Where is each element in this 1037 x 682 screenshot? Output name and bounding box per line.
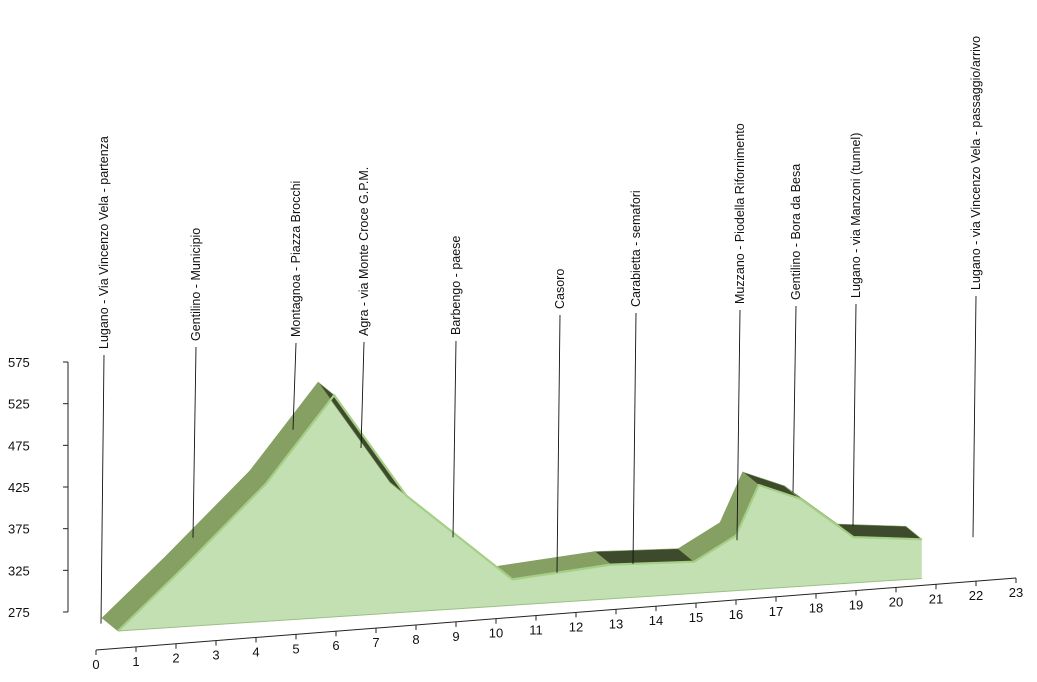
- x-tick-label: 9: [452, 629, 459, 644]
- waypoint-leader-line: [360, 341, 365, 449]
- waypoint-label: Montagnoa - Piazza Brocchi: [289, 181, 303, 337]
- x-tick-label: 7: [372, 635, 379, 650]
- y-tick-label: 325: [8, 563, 30, 578]
- x-tick-label: 12: [569, 619, 583, 634]
- waypoint-label: Lugano - via Vincenzo Vela - passaggio/a…: [969, 36, 983, 290]
- waypoint-label: Lugano - via Manzoni (tunnel): [849, 133, 863, 298]
- x-tick-label: 0: [92, 657, 99, 672]
- x-tick-label: 4: [252, 644, 259, 659]
- waypoint-leader-line: [100, 354, 105, 624]
- x-tick-label: 8: [412, 632, 419, 647]
- x-tick-label: 1: [132, 654, 139, 669]
- y-tick-label: 575: [8, 355, 30, 370]
- y-tick-label: 525: [8, 397, 30, 412]
- x-tick-label: 23: [1009, 585, 1023, 600]
- y-tick-label: 475: [8, 438, 30, 453]
- waypoint-label: Agra - via Monte Croce G.P.M.: [357, 167, 371, 336]
- x-tick-label: 16: [729, 607, 743, 622]
- y-tick-label: 425: [8, 480, 30, 495]
- x-tick-label: 11: [529, 623, 543, 638]
- waypoint-leader-line: [792, 305, 797, 493]
- waypoint-label: Barbengo - paese: [449, 236, 463, 335]
- x-tick-label: 17: [769, 604, 783, 619]
- x-tick-label: 18: [809, 601, 823, 616]
- waypoint-label: Casoro: [553, 269, 567, 309]
- x-axis-line: [95, 577, 1017, 651]
- x-tick-label: 3: [212, 648, 219, 663]
- waypoint-label: Carabietta - semafori: [629, 190, 643, 307]
- y-tick-label: 275: [8, 605, 30, 620]
- waypoint-label: Muzzano - Piodella Rifornimento: [733, 123, 747, 304]
- x-tick-label: 14: [649, 613, 663, 628]
- x-tick-label: 15: [689, 610, 703, 625]
- x-tick-label: 10: [489, 626, 503, 641]
- x-tick-label: 13: [609, 616, 623, 631]
- x-tick-label: 20: [889, 594, 903, 609]
- x-tick-label: 6: [332, 638, 339, 653]
- waypoint-label: Gentilino - Bora da Besa: [789, 164, 803, 300]
- waypoint-leader-line: [192, 346, 197, 538]
- y-tick-label: 375: [8, 522, 30, 537]
- waypoint-leader-line: [292, 342, 297, 430]
- x-tick-label: 19: [849, 598, 863, 613]
- waypoint-leader-line: [632, 312, 637, 564]
- x-tick-label: 5: [292, 641, 299, 656]
- x-tick-label: 2: [172, 651, 179, 666]
- waypoint-leader-line: [972, 295, 977, 538]
- waypoint-leader-line: [736, 309, 741, 541]
- profile-line: [117, 394, 922, 632]
- profile-surface: [101, 381, 923, 632]
- profile-baseline: [117, 577, 922, 632]
- profile-front-face: [118, 395, 922, 631]
- waypoint-label: Lugano - Via Vincenzo Vela - partenza: [97, 136, 111, 349]
- waypoint-leader-line: [556, 314, 561, 573]
- waypoint-labels: Lugano - Via Vincenzo Vela - partenza Gen…: [97, 36, 983, 624]
- x-tick-label: 22: [969, 588, 983, 603]
- waypoint-leader-line: [452, 340, 457, 538]
- waypoint-leader-line: [852, 303, 857, 527]
- waypoint-label: Gentilino - Municipio: [189, 228, 203, 341]
- x-tick-label: 21: [929, 591, 943, 606]
